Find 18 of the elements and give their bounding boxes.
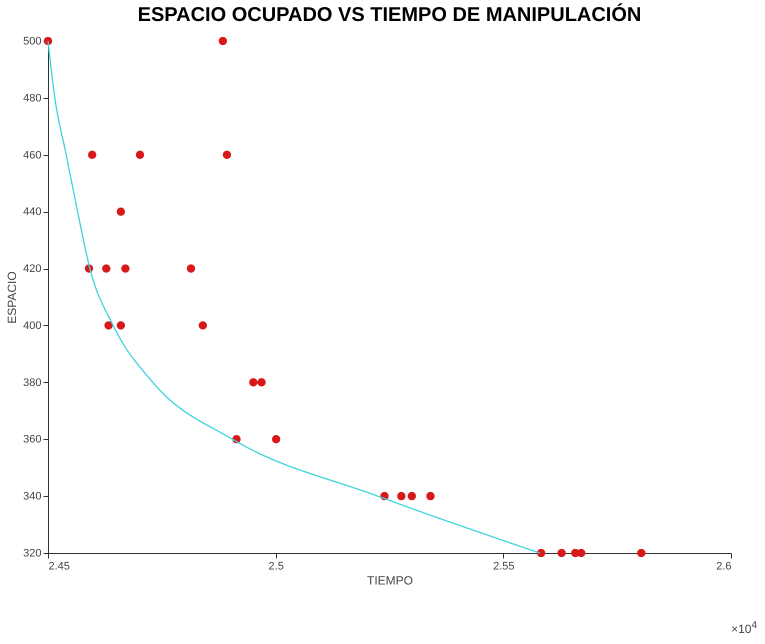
- y-tick-label: 380: [23, 376, 42, 389]
- x-tick-label: 2.5: [268, 560, 284, 572]
- x-tick-label: 2.6: [716, 560, 732, 572]
- y-tick-label: 460: [23, 149, 42, 162]
- y-tick-label: 400: [23, 320, 42, 332]
- y-tick-label: 500: [23, 36, 42, 48]
- x-tick-label: 2.55: [493, 560, 515, 572]
- y-tick-label: 320: [23, 548, 42, 560]
- y-tick-label: 340: [23, 490, 42, 503]
- y-tick-label: 420: [23, 263, 42, 276]
- chart-title: ESPACIO OCUPADO VS TIEMPO DE MANIPULACIÓN: [138, 3, 642, 26]
- x-axis-title: TIEMPO: [366, 574, 414, 588]
- y-tick-label: 440: [23, 206, 42, 218]
- x-tick-label: 2.45: [48, 560, 70, 572]
- y-axis-title: ESPACIO: [5, 271, 20, 324]
- y-tick-label: 480: [23, 92, 42, 104]
- text: ×10$^{4}$: [731, 620, 757, 636]
- y-tick-label: 360: [23, 434, 42, 446]
